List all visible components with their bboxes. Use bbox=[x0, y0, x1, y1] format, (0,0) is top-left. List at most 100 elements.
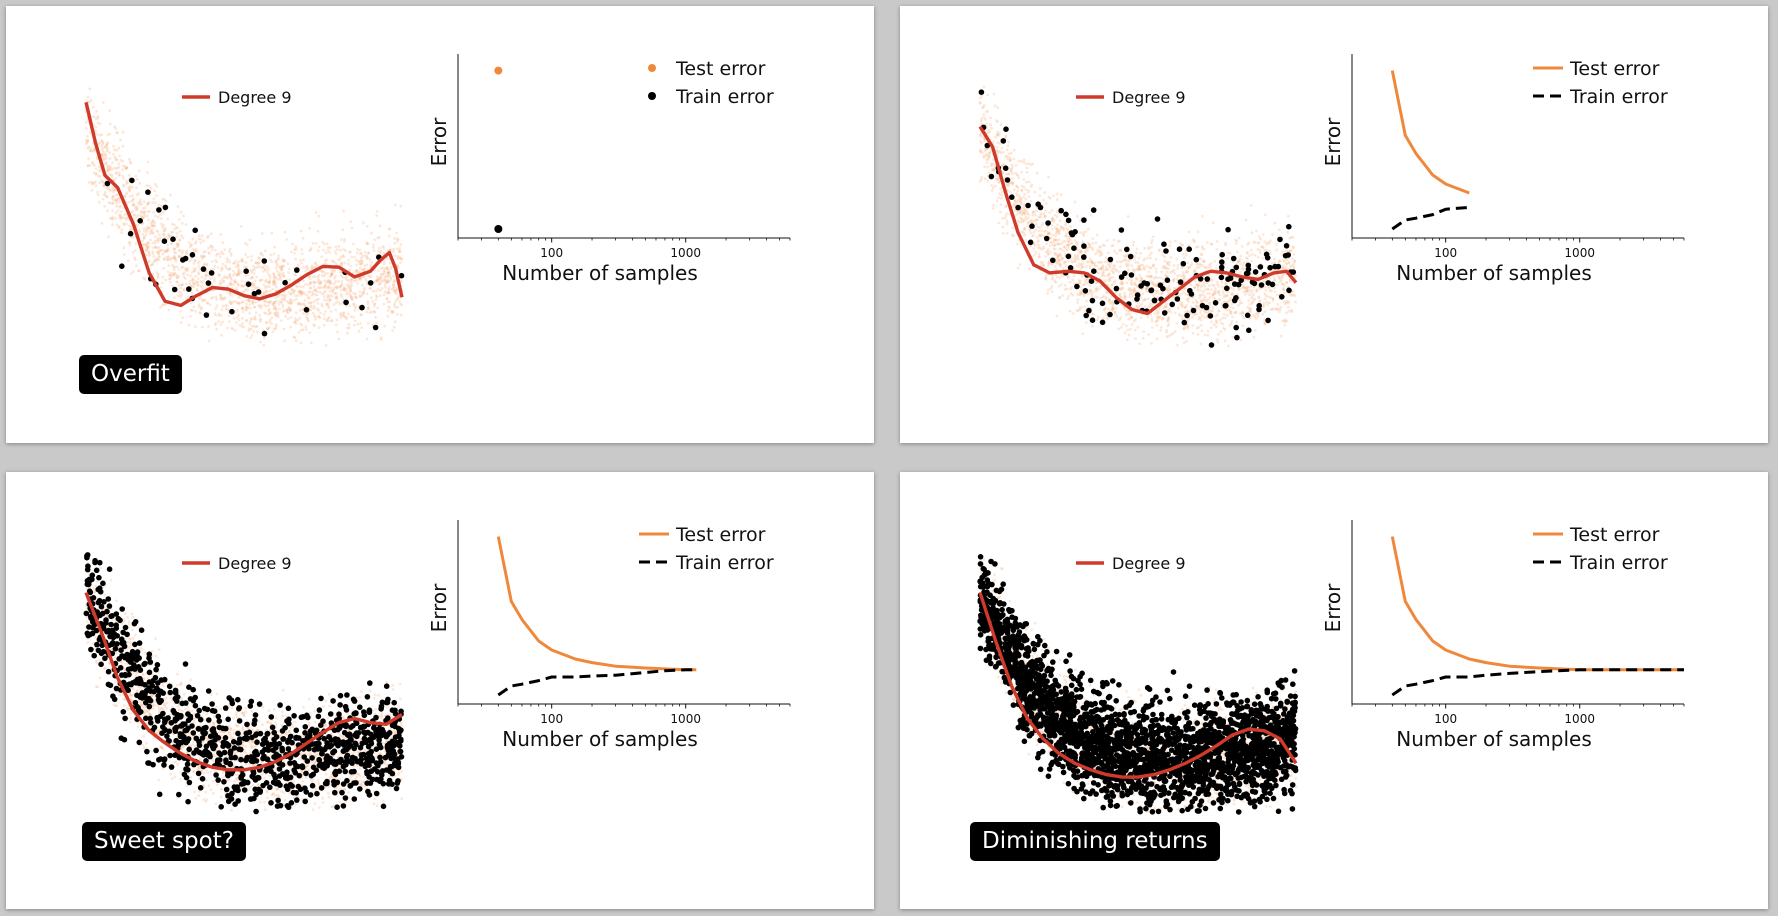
population-point bbox=[340, 280, 344, 283]
population-point bbox=[983, 165, 986, 169]
population-point bbox=[125, 166, 129, 170]
population-point bbox=[1241, 311, 1244, 315]
population-point bbox=[310, 305, 313, 309]
population-point bbox=[252, 282, 256, 286]
population-point bbox=[137, 269, 141, 273]
population-point bbox=[1284, 265, 1288, 269]
population-point bbox=[163, 197, 166, 201]
population-point bbox=[1055, 238, 1059, 242]
population-point bbox=[1292, 253, 1296, 256]
population-point bbox=[142, 210, 146, 214]
population-point bbox=[360, 259, 364, 263]
population-point bbox=[383, 270, 387, 274]
population-point bbox=[135, 215, 139, 219]
population-point bbox=[1113, 279, 1117, 283]
population-point bbox=[329, 282, 332, 286]
population-point bbox=[352, 315, 356, 319]
population-point bbox=[211, 295, 215, 299]
train-point bbox=[1277, 236, 1283, 243]
population-point bbox=[1160, 292, 1164, 295]
population-point bbox=[1111, 305, 1114, 309]
population-point bbox=[173, 247, 177, 251]
population-point bbox=[334, 295, 338, 299]
population-point bbox=[387, 290, 390, 294]
population-point bbox=[326, 293, 330, 297]
population-point bbox=[1191, 331, 1195, 335]
population-point bbox=[1027, 162, 1031, 166]
population-point bbox=[322, 298, 326, 302]
population-point bbox=[1222, 295, 1226, 299]
population-point bbox=[155, 246, 159, 250]
population-point bbox=[196, 281, 199, 284]
population-point bbox=[204, 273, 208, 277]
train-point bbox=[1283, 243, 1290, 249]
population-point bbox=[340, 295, 344, 298]
population-point bbox=[1292, 266, 1296, 270]
population-point bbox=[161, 303, 165, 307]
population-point bbox=[297, 291, 301, 294]
train-point bbox=[1184, 312, 1190, 319]
population-point bbox=[1050, 284, 1054, 288]
population-point bbox=[235, 310, 238, 314]
population-point bbox=[1022, 195, 1026, 199]
population-point bbox=[110, 217, 113, 221]
train-point bbox=[1245, 262, 1252, 269]
population-point bbox=[1133, 283, 1136, 286]
population-point bbox=[1079, 262, 1083, 266]
population-point bbox=[1268, 252, 1272, 256]
population-point bbox=[323, 285, 327, 289]
population-point bbox=[1010, 167, 1013, 171]
population-point bbox=[1136, 290, 1139, 293]
population-point bbox=[1243, 286, 1247, 290]
population-point bbox=[1179, 242, 1182, 245]
population-point bbox=[255, 286, 259, 289]
population-point bbox=[124, 192, 128, 196]
population-point bbox=[1245, 290, 1249, 294]
population-point bbox=[293, 289, 297, 293]
population-point bbox=[151, 262, 154, 266]
population-point bbox=[1098, 260, 1102, 264]
population-point bbox=[150, 223, 154, 227]
population-point bbox=[237, 313, 240, 317]
population-point bbox=[1113, 311, 1117, 314]
population-point bbox=[1182, 273, 1186, 277]
population-point bbox=[170, 230, 174, 234]
population-point bbox=[1017, 220, 1021, 224]
population-point bbox=[1042, 212, 1046, 216]
population-point bbox=[982, 154, 986, 158]
population-point bbox=[247, 299, 251, 303]
population-point bbox=[228, 274, 231, 277]
population-point bbox=[388, 274, 391, 277]
population-point bbox=[228, 731, 232, 734]
population-point bbox=[342, 287, 346, 291]
population-point bbox=[1179, 303, 1182, 307]
population-point bbox=[1239, 262, 1242, 266]
population-point bbox=[102, 155, 106, 159]
population-point bbox=[1091, 242, 1095, 245]
population-point bbox=[1122, 295, 1126, 299]
population-point bbox=[362, 288, 366, 292]
population-point bbox=[84, 127, 88, 130]
population-point bbox=[1263, 285, 1267, 289]
population-point bbox=[315, 293, 319, 297]
population-point bbox=[1168, 285, 1171, 288]
population-point bbox=[360, 326, 364, 329]
population-point bbox=[1107, 307, 1110, 311]
population-point bbox=[1055, 227, 1058, 231]
population-point bbox=[1095, 289, 1099, 293]
population-point bbox=[1197, 317, 1201, 321]
population-point bbox=[1047, 259, 1051, 263]
population-point bbox=[280, 264, 284, 268]
population-cloud bbox=[978, 85, 1297, 348]
population-point bbox=[289, 299, 293, 302]
population-point bbox=[1137, 301, 1141, 305]
population-point bbox=[1167, 334, 1170, 338]
population-point bbox=[1228, 251, 1232, 255]
population-point bbox=[1024, 208, 1028, 211]
population-point bbox=[1160, 291, 1164, 294]
population-point bbox=[1105, 317, 1109, 321]
population-point bbox=[1094, 281, 1098, 285]
population-point bbox=[1196, 286, 1200, 290]
population-point bbox=[1103, 274, 1107, 278]
population-point bbox=[335, 263, 339, 266]
